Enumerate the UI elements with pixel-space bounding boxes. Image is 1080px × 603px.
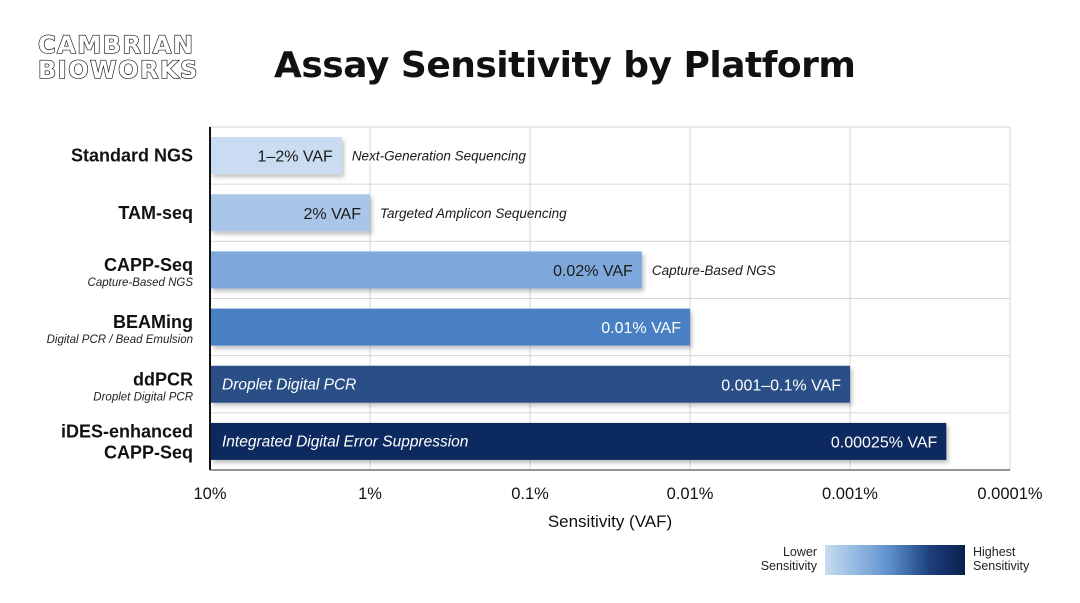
bar	[211, 308, 690, 346]
sensitivity-gradient-legend	[825, 545, 965, 575]
category-sublabel: Capture-Based NGS	[88, 277, 194, 289]
bar-value-label: 0.001–0.1% VAF	[721, 377, 841, 394]
category-label: Standard NGS	[71, 146, 193, 166]
x-tick-label: 0.1%	[511, 485, 549, 503]
bar-annotation: Capture-Based NGS	[652, 263, 776, 278]
grid	[209, 126, 1011, 471]
bar	[211, 137, 342, 175]
legend-low-line-1: Lower	[782, 545, 817, 559]
x-tick-label: 10%	[193, 485, 226, 503]
category-label: BEAMing	[113, 312, 193, 332]
legend-high-line-1: Highest	[973, 545, 1016, 559]
bar	[211, 251, 642, 289]
bar-annotation: Next-Generation Sequencing	[352, 149, 527, 164]
bar	[211, 194, 370, 232]
category-sublabel: Droplet Digital PCR	[93, 391, 193, 403]
legend-high-line-2: Sensitivity	[973, 559, 1030, 573]
category-labels: Standard NGS TAM-seq CAPP-Seq Capture-Based…	[47, 146, 194, 463]
x-tick-label: 0.001%	[822, 485, 878, 503]
bars: 1–2% VAF Next-Generation Sequencing 2% VAF…	[211, 137, 947, 460]
brand-logo: CAMBRIAN BIOWORKS	[37, 31, 199, 84]
bar-annotation: Droplet Digital PCR	[222, 376, 356, 393]
bar	[211, 422, 947, 460]
category-label: TAM-seq	[118, 203, 193, 223]
category-label: CAPP-Seq	[104, 255, 193, 275]
bar-value-label: 0.00025% VAF	[831, 434, 938, 451]
bar-value-label: 2% VAF	[304, 206, 362, 223]
bar-annotation: Targeted Amplicon Sequencing	[380, 206, 567, 221]
bar	[211, 365, 850, 403]
chart-title: Assay Sensitivity by Platform	[274, 45, 856, 86]
x-tick-label: 0.0001%	[977, 485, 1042, 503]
category-label: ddPCR	[133, 369, 193, 389]
x-axis-label: Sensitivity (VAF)	[548, 512, 672, 531]
legend-low-label: Lower Sensitivity	[761, 545, 817, 573]
logo-line-1: CAMBRIAN	[37, 31, 195, 59]
x-tick-label: 1%	[358, 485, 382, 503]
x-tick-label: 0.01%	[667, 485, 714, 503]
bar-annotation: Integrated Digital Error Suppression	[222, 433, 468, 450]
bar-value-label: 1–2% VAF	[258, 149, 334, 166]
category-label: CAPP-Seq	[104, 442, 193, 462]
x-axis-ticks: 10% 1% 0.1% 0.01% 0.001% 0.0001%	[193, 485, 1042, 503]
bar-value-label: 0.01% VAF	[601, 320, 681, 337]
category-sublabel: Digital PCR / Bead Emulsion	[47, 334, 193, 346]
logo-line-2: BIOWORKS	[37, 56, 199, 84]
category-label: iDES-enhanced	[61, 421, 193, 441]
bar-value-label: 0.02% VAF	[553, 263, 633, 280]
legend-high-label: Highest Sensitivity	[973, 545, 1029, 573]
legend-low-line-2: Sensitivity	[760, 559, 817, 573]
